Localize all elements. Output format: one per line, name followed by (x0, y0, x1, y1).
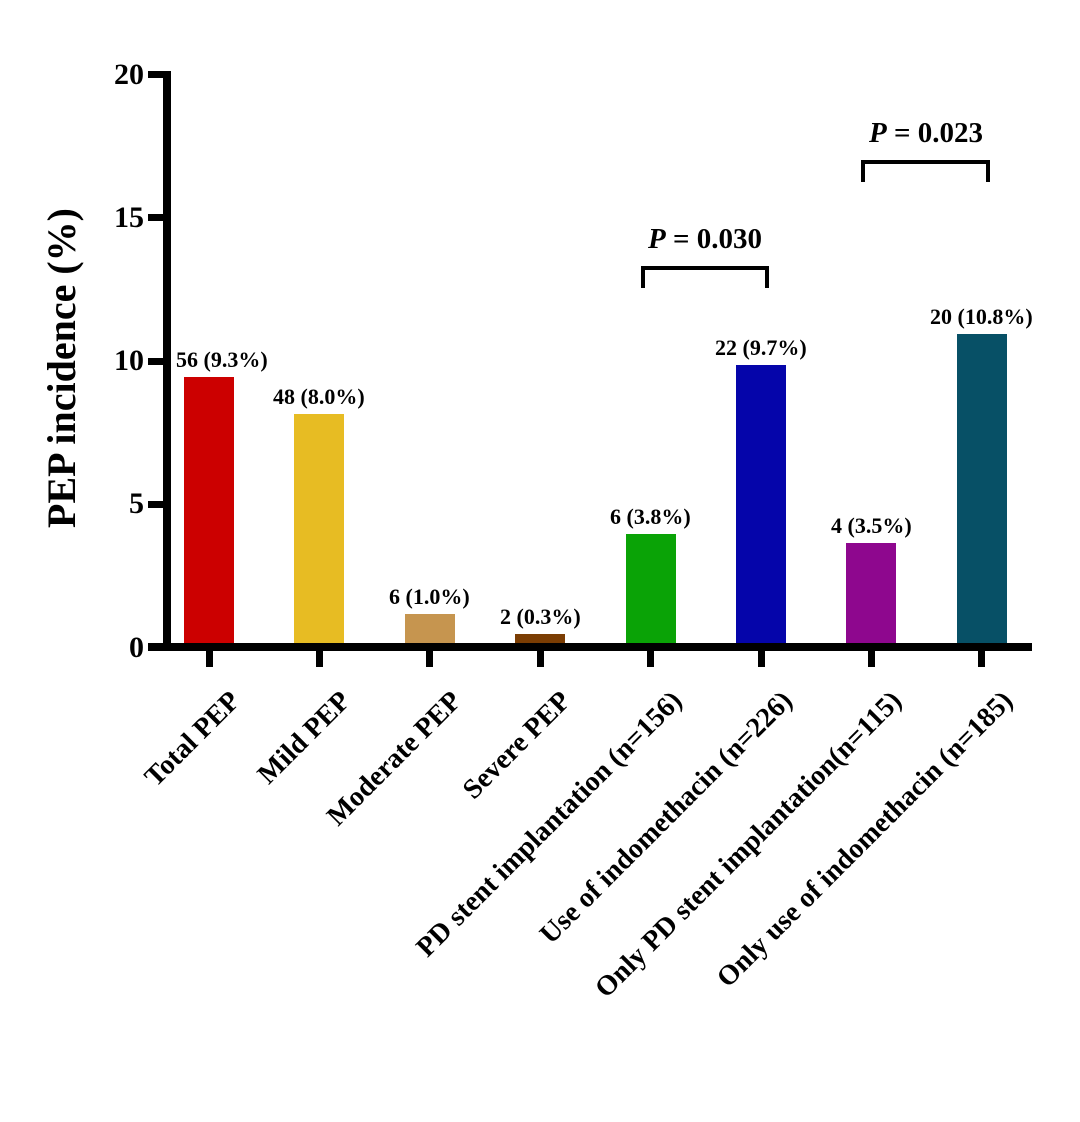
bar-value-label: 56 (9.3%) (176, 347, 268, 372)
bar-value-label: 6 (1.0%) (389, 584, 470, 609)
bar-value-label: 2 (0.3%) (500, 604, 581, 629)
bar-value-label: 20 (10.8%) (930, 304, 1033, 329)
x-tick (758, 647, 765, 667)
bar (184, 377, 234, 643)
y-tick-label: 5 (129, 487, 144, 520)
bar-value-label: 48 (8.0%) (273, 384, 365, 409)
x-tick (868, 647, 875, 667)
y-axis (163, 71, 171, 651)
significance-bracket (861, 160, 990, 182)
x-tick (426, 647, 433, 667)
x-axis (148, 643, 1032, 651)
p-value-text: = 0.030 (665, 223, 762, 255)
y-tick-label: 10 (114, 344, 144, 377)
y-tick (148, 358, 163, 365)
y-tick-label: 20 (114, 58, 144, 91)
bar (515, 634, 565, 643)
x-tick (316, 647, 323, 667)
bar (626, 534, 676, 643)
bar-value-label: 4 (3.5%) (831, 513, 912, 538)
x-tick (206, 647, 213, 667)
x-tick (978, 647, 985, 667)
bar (294, 414, 344, 643)
y-tick-label: 15 (114, 201, 144, 234)
significance-bracket (641, 266, 769, 288)
x-tick (647, 647, 654, 667)
y-tick (148, 71, 163, 78)
bar (736, 365, 786, 643)
y-tick (148, 501, 163, 508)
p-value-label: P = 0.023 (869, 116, 983, 150)
bar (957, 334, 1007, 643)
y-tick (148, 214, 163, 221)
x-tick (537, 647, 544, 667)
p-value-text: = 0.023 (886, 117, 983, 149)
p-value-label: P = 0.030 (648, 222, 762, 256)
bar (846, 543, 896, 643)
category-label: Mild PEP (251, 685, 357, 791)
category-label: Severe PEP (457, 685, 578, 806)
bar (405, 614, 455, 643)
p-symbol: P (648, 223, 666, 255)
y-tick-label: 0 (129, 631, 144, 664)
p-symbol: P (869, 117, 887, 149)
category-label: Total PEP (138, 685, 247, 793)
bar-value-label: 6 (3.8%) (610, 504, 691, 529)
bar-value-label: 22 (9.7%) (715, 335, 807, 360)
